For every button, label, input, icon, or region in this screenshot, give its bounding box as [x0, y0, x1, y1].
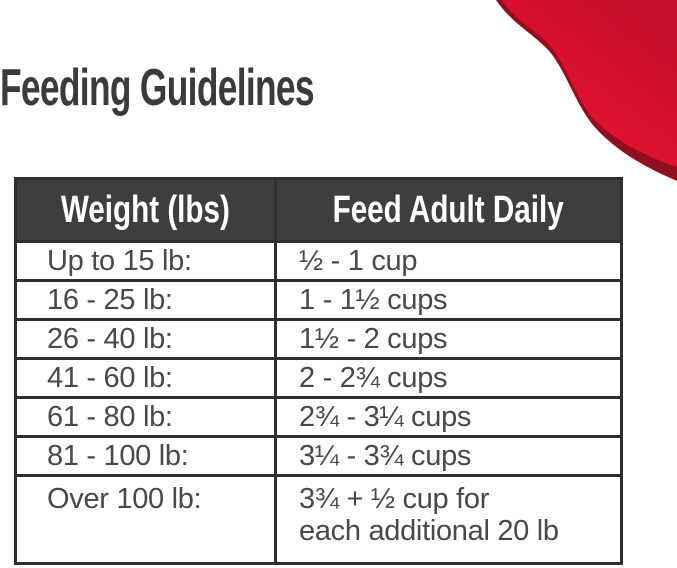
- weight-cell: 16 - 25 lb:: [14, 279, 277, 321]
- header-row: Weight (lbs) Feed Adult Daily: [14, 177, 623, 243]
- feed-line-2: each additional 20 lb: [299, 515, 559, 547]
- column-header-feed-label: Feed Adult Daily: [332, 188, 565, 231]
- table-row: 81 - 100 lb: 3¼ - 3¾ cups: [14, 435, 623, 477]
- feed-cell: 3¼ - 3¾ cups: [274, 435, 623, 477]
- feed-line-1: 3¾ + ½ cup for: [299, 483, 490, 515]
- weight-cell: 26 - 40 lb:: [14, 318, 277, 360]
- weight-cell: 41 - 60 lb:: [14, 357, 277, 399]
- table-row: Over 100 lb: 3¾ + ½ cup for each additio…: [14, 474, 623, 565]
- table-row: 16 - 25 lb: 1 - 1½ cups: [14, 279, 623, 321]
- feed-cell: 1 - 1½ cups: [274, 279, 623, 321]
- table-row: 41 - 60 lb: 2 - 2¾ cups: [14, 357, 623, 399]
- table-row: 26 - 40 lb: 1½ - 2 cups: [14, 318, 623, 360]
- weight-cell: 61 - 80 lb:: [14, 396, 277, 438]
- feed-cell: 1½ - 2 cups: [274, 318, 623, 360]
- table-row: 61 - 80 lb: 2¾ - 3¼ cups: [14, 396, 623, 438]
- weight-cell: Over 100 lb:: [14, 474, 277, 565]
- column-header-weight: Weight (lbs): [14, 177, 277, 243]
- page-title: Feeding Guidelines: [0, 59, 315, 117]
- feeding-guidelines-table: Weight (lbs) Feed Adult Daily Up to 15 l…: [14, 177, 623, 565]
- table-header: Weight (lbs) Feed Adult Daily: [14, 177, 623, 243]
- feed-cell: ½ - 1 cup: [274, 240, 623, 282]
- weight-cell: Up to 15 lb:: [14, 240, 277, 282]
- table-row: Up to 15 lb: ½ - 1 cup: [14, 240, 623, 282]
- weight-cell: 81 - 100 lb:: [14, 435, 277, 477]
- feed-cell: 2¾ - 3¼ cups: [274, 396, 623, 438]
- column-header-weight-label: Weight (lbs): [60, 188, 231, 231]
- table-body: Up to 15 lb: ½ - 1 cup 16 - 25 lb: 1 - 1…: [14, 240, 623, 565]
- feed-cell: 2 - 2¾ cups: [274, 357, 623, 399]
- column-header-feed: Feed Adult Daily: [274, 177, 623, 243]
- feed-cell: 3¾ + ½ cup for each additional 20 lb: [274, 474, 623, 565]
